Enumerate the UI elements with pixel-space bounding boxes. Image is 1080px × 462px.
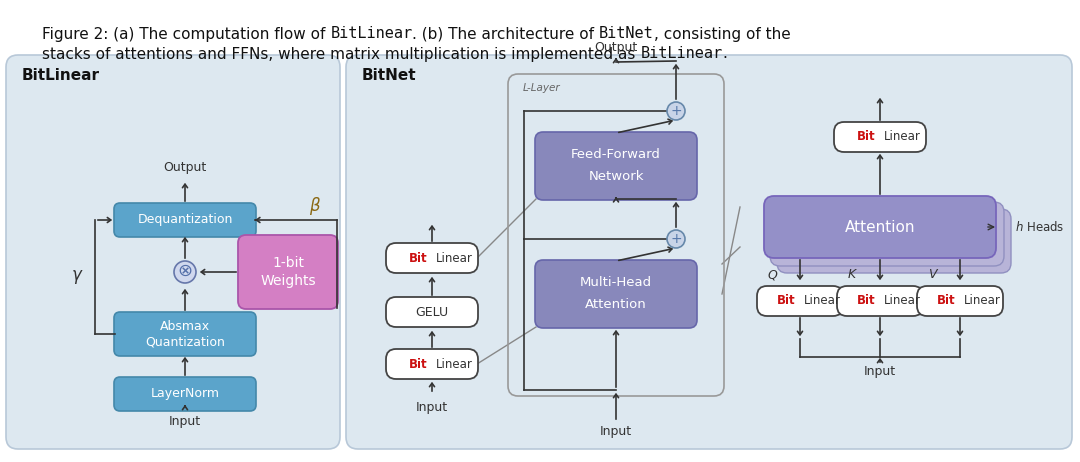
Text: Linear: Linear: [885, 130, 921, 144]
Text: .: .: [723, 47, 727, 61]
Text: Input: Input: [599, 426, 632, 438]
Text: BitNet: BitNet: [599, 26, 654, 42]
Text: Output: Output: [163, 162, 206, 175]
Text: +: +: [671, 104, 681, 118]
Text: Linear: Linear: [804, 294, 841, 308]
Text: Linear: Linear: [885, 294, 921, 308]
Text: BitLinear: BitLinear: [640, 47, 723, 61]
Text: Linear: Linear: [436, 358, 473, 371]
Text: GELU: GELU: [416, 305, 448, 318]
Text: Bit: Bit: [858, 130, 876, 144]
Text: Quantization: Quantization: [145, 335, 225, 348]
Text: , consisting of the: , consisting of the: [654, 26, 791, 42]
Text: Linear: Linear: [436, 251, 473, 265]
Text: . (b) The architecture of: . (b) The architecture of: [413, 26, 599, 42]
FancyBboxPatch shape: [764, 196, 996, 258]
Text: ⊗: ⊗: [177, 262, 192, 280]
Text: +: +: [671, 232, 681, 246]
Text: $h$ Heads: $h$ Heads: [1015, 220, 1065, 234]
Text: Attention: Attention: [585, 298, 647, 311]
Text: $\gamma$: $\gamma$: [70, 268, 83, 286]
Text: Input: Input: [864, 365, 896, 378]
FancyBboxPatch shape: [770, 202, 1004, 266]
Text: Bit: Bit: [937, 294, 956, 308]
FancyBboxPatch shape: [535, 132, 697, 200]
Text: BitNet: BitNet: [362, 67, 417, 83]
Text: Bit: Bit: [858, 294, 876, 308]
Text: Bit: Bit: [409, 251, 428, 265]
FancyBboxPatch shape: [757, 286, 843, 316]
Text: Input: Input: [168, 415, 201, 428]
Text: Q: Q: [767, 268, 777, 281]
Text: BitLinear: BitLinear: [330, 26, 413, 42]
Circle shape: [667, 102, 685, 120]
Text: stacks of attentions and FFNs, where matrix multiplication is implemented as: stacks of attentions and FFNs, where mat…: [42, 47, 640, 61]
Text: LayerNorm: LayerNorm: [150, 388, 219, 401]
FancyBboxPatch shape: [834, 122, 926, 152]
FancyBboxPatch shape: [346, 55, 1072, 449]
FancyBboxPatch shape: [917, 286, 1003, 316]
FancyBboxPatch shape: [6, 55, 340, 449]
Text: Output: Output: [594, 42, 637, 55]
Text: Figure 2: (a) The computation flow of: Figure 2: (a) The computation flow of: [42, 26, 330, 42]
FancyBboxPatch shape: [238, 235, 338, 309]
FancyBboxPatch shape: [114, 312, 256, 356]
Text: Dequantization: Dequantization: [137, 213, 232, 226]
Text: Input: Input: [416, 401, 448, 413]
Circle shape: [174, 261, 195, 283]
FancyBboxPatch shape: [837, 286, 923, 316]
FancyBboxPatch shape: [535, 260, 697, 328]
Text: L-Layer: L-Layer: [523, 83, 561, 93]
FancyBboxPatch shape: [386, 297, 478, 327]
Text: 1-bit: 1-bit: [272, 256, 303, 270]
Text: Absmax: Absmax: [160, 320, 211, 333]
Text: Linear: Linear: [964, 294, 1001, 308]
Text: V: V: [928, 268, 936, 281]
FancyBboxPatch shape: [386, 243, 478, 273]
Text: K: K: [848, 268, 856, 281]
FancyBboxPatch shape: [114, 203, 256, 237]
Text: Multi-Head: Multi-Head: [580, 276, 652, 290]
Text: Weights: Weights: [260, 274, 315, 288]
FancyBboxPatch shape: [777, 209, 1011, 273]
FancyBboxPatch shape: [386, 349, 478, 379]
Text: Attention: Attention: [845, 219, 915, 235]
FancyBboxPatch shape: [114, 377, 256, 411]
Text: BitLinear: BitLinear: [22, 67, 100, 83]
Text: $\beta$: $\beta$: [309, 195, 321, 217]
Text: Bit: Bit: [409, 358, 428, 371]
Text: Feed-Forward: Feed-Forward: [571, 148, 661, 162]
Text: Network: Network: [589, 170, 644, 183]
Text: Bit: Bit: [778, 294, 796, 308]
Circle shape: [667, 230, 685, 248]
